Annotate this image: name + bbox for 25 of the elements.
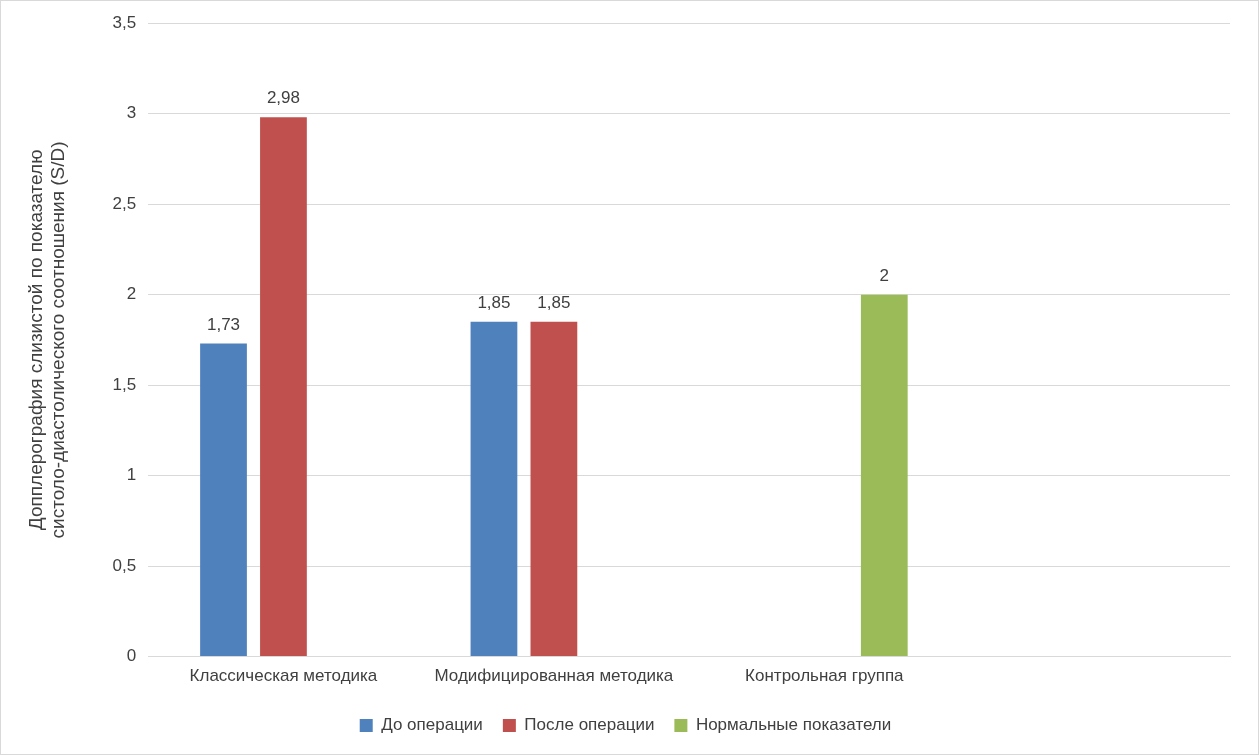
data-label: 2 xyxy=(879,265,890,285)
legend-label: После операции xyxy=(524,715,655,735)
y-tick-label: 3,5 xyxy=(112,12,137,32)
y-tick-label: 2 xyxy=(126,284,137,304)
legend-label: До операции xyxy=(381,715,483,735)
bar xyxy=(200,343,247,657)
y-tick-label: 2,5 xyxy=(112,193,137,213)
x-tick-label: Классическая методика xyxy=(189,666,378,686)
y-axis-title: Допплерография слизистой по показателю систоло-диастолического соотношения (S/D) xyxy=(24,141,69,539)
y-tick-label: 0,5 xyxy=(112,555,137,575)
x-tick-label: Модифицированная методика xyxy=(434,666,674,686)
bar xyxy=(530,321,578,657)
data-label: 2,98 xyxy=(266,88,300,108)
data-label: 1,73 xyxy=(206,314,241,334)
y-tick-label: 0 xyxy=(126,646,137,666)
bar xyxy=(860,294,908,657)
y-tick-label: 3 xyxy=(126,103,137,123)
legend-label: Нормальные показатели xyxy=(695,715,892,735)
y-tick-label: 1,5 xyxy=(112,374,137,394)
data-label: 1,85 xyxy=(477,292,511,312)
x-tick-label: Контрольная группа xyxy=(745,666,905,686)
bar xyxy=(470,321,518,657)
bar xyxy=(260,117,307,657)
y-tick-label: 1 xyxy=(126,465,137,485)
data-label: 1,85 xyxy=(537,292,571,312)
